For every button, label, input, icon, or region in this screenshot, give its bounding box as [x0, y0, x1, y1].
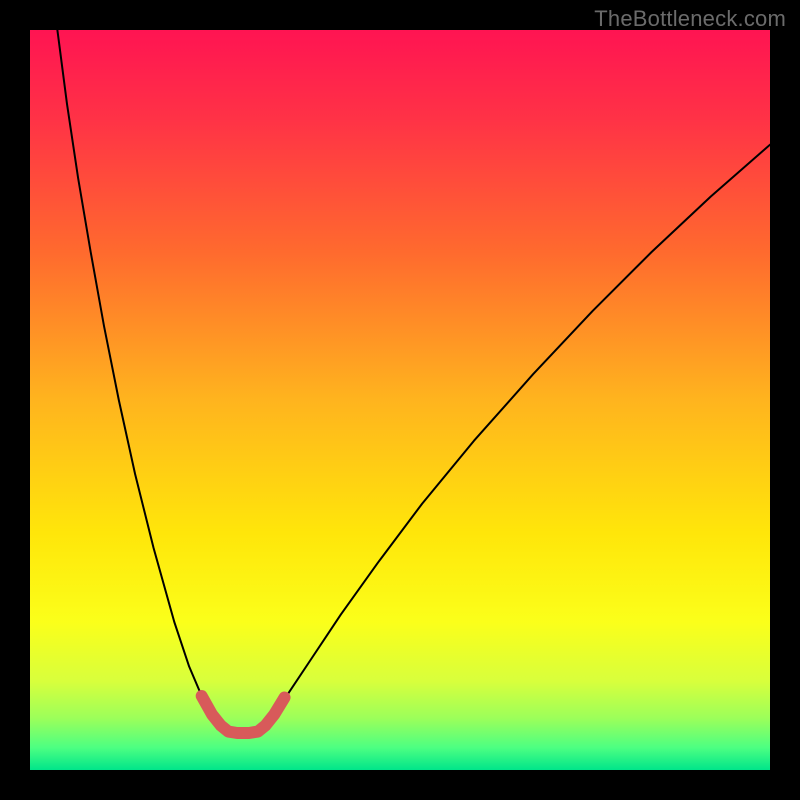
watermark-text: TheBottleneck.com [594, 6, 786, 32]
chart-frame: TheBottleneck.com [0, 0, 800, 800]
chart-plot [30, 30, 770, 770]
chart-background [30, 30, 770, 770]
